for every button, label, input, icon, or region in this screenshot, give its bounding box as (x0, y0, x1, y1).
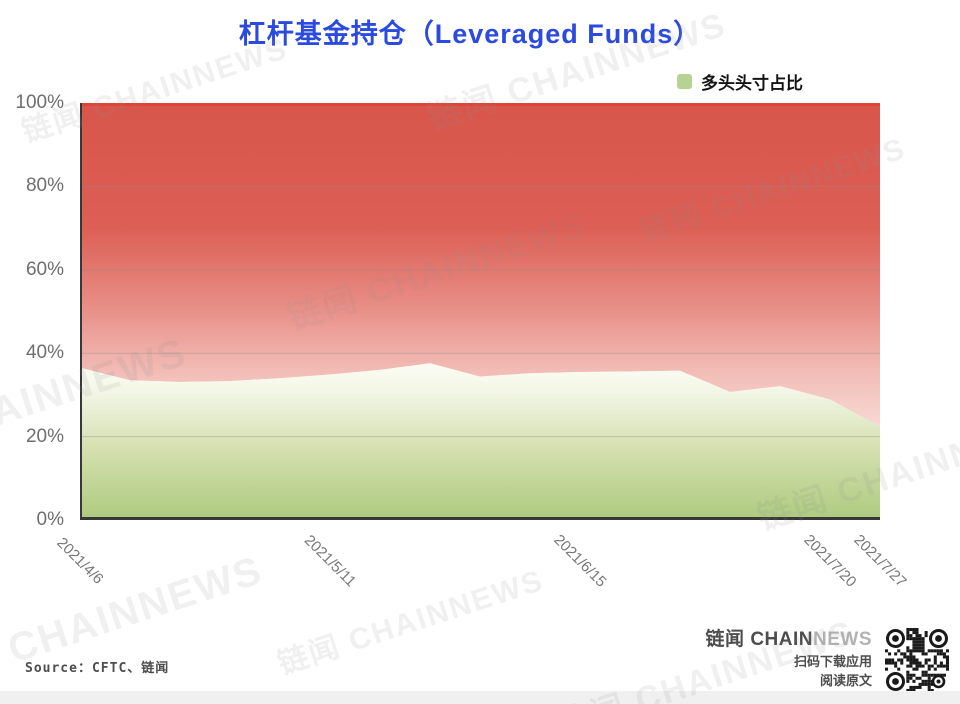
brand-dark-text: 链闻 CHAIN (705, 629, 813, 650)
legend: 多头头寸占比 (677, 69, 803, 94)
area-chart-svg (80, 103, 880, 520)
y-tick-label: 80% (25, 175, 64, 197)
green-area-series (80, 363, 880, 520)
source-label: Source：CFTC、链闻 (25, 661, 170, 676)
watermark-text: 链闻 CHAINNEWS (273, 563, 548, 682)
footer-brand: 链闻 CHAINNEWS 扫码下载应用 阅读原文 (706, 629, 872, 689)
x-tick-label: 2021/4/6 (53, 534, 107, 588)
chart-title: 杠杆基金持仓（Leveraged Funds） (238, 19, 702, 49)
brand-subline-2: 阅读原文 (819, 672, 872, 688)
brand-subline-1: 扫码下载应用 (793, 653, 872, 669)
x-tick-label: 2021/7/20 (800, 531, 860, 591)
x-tick-label: 2021/7/27 (850, 531, 910, 591)
qr-code-image (885, 628, 949, 692)
x-tick-label: 2021/6/15 (550, 531, 610, 591)
y-tick-label: 100% (15, 92, 64, 113)
red-area-series (80, 103, 880, 427)
brand-wordmark: 链闻 CHAINNEWS (706, 629, 872, 651)
y-tick-label: 20% (25, 425, 64, 447)
legend-label: 多头头寸占比 (701, 74, 803, 93)
qr-code (885, 628, 949, 692)
watermark-text: 链闻 CHAINNEWS (0, 548, 269, 702)
legend-swatch (677, 74, 692, 89)
y-tick-label: 60% (25, 258, 64, 280)
watermark-text: 链闻 CHAINNEWS (0, 0, 8, 85)
y-tick-label: 40% (25, 342, 64, 364)
bottom-strip (0, 691, 960, 704)
plot-area (80, 103, 880, 520)
y-tick-label: 0% (36, 509, 64, 530)
x-tick-label: 2021/5/11 (300, 531, 360, 591)
brand-light-text: NEWS (813, 629, 872, 650)
